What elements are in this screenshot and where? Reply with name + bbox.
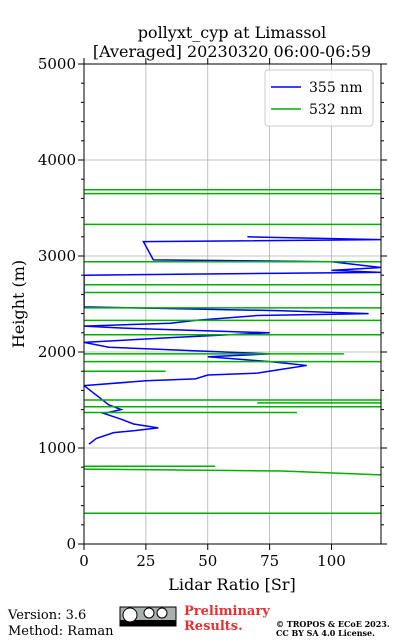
plot-frame: [83, 63, 382, 545]
y-tick-label: 2000: [38, 343, 76, 361]
x-tick-label: 100: [317, 552, 346, 570]
legend-box: [264, 69, 374, 127]
copyright: © TROPOS & ECoE 2023.: [276, 619, 390, 629]
version: Version: 3.6: [7, 608, 86, 623]
series-line: [84, 236, 381, 445]
y-tick-label: 0: [66, 535, 76, 553]
y-tick-label: 4000: [38, 151, 76, 169]
status-text-2: Results.: [184, 619, 243, 634]
license: CC BY SA 4.0 License.: [276, 628, 375, 638]
chart-subtitle: [Averaged] 20230320 06:00-06:59: [93, 42, 371, 61]
x-tick-label: 50: [198, 552, 217, 570]
chart-title: pollyxt_cyp at Limassol: [138, 23, 327, 42]
series-line: [84, 189, 381, 515]
cc-logo: [119, 606, 177, 627]
status: Preliminary Results.: [184, 604, 270, 634]
y-tick-label: 1000: [38, 439, 76, 457]
legend-label: 532 nm: [309, 102, 362, 118]
y-axis-label: Height (m): [9, 260, 28, 348]
method: Method: Raman: [8, 624, 114, 639]
x-tick-label: 0: [79, 552, 89, 570]
y-tick-label: 3000: [38, 247, 76, 265]
status-text: Preliminary: [184, 604, 270, 619]
legend-label: 355 nm: [309, 80, 362, 96]
x-tick-label: 75: [260, 552, 279, 570]
y-tick-label: 5000: [38, 55, 76, 73]
x-tick-label: 25: [136, 552, 155, 570]
x-axis-label: Lidar Ratio [Sr]: [168, 575, 296, 594]
